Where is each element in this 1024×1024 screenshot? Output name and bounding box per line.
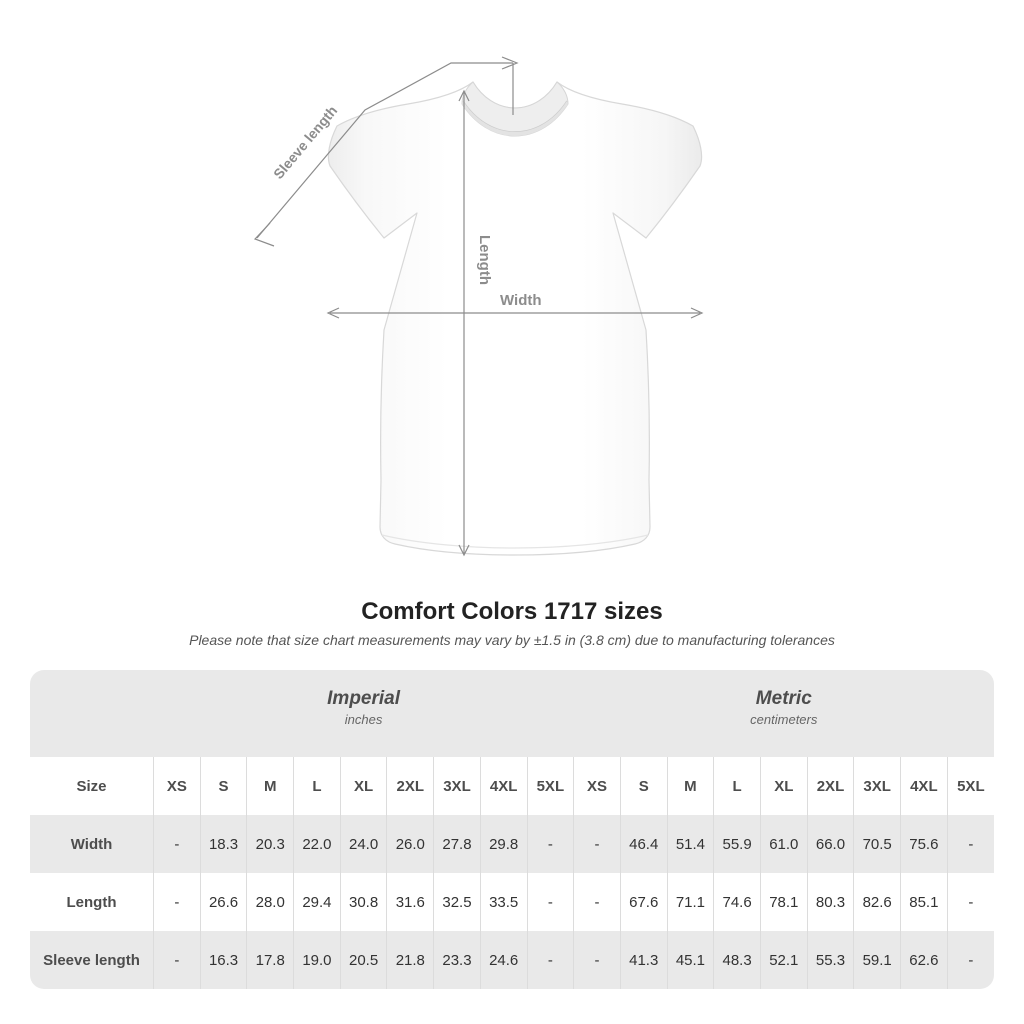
svg-text:Width: Width: [500, 292, 542, 309]
svg-text:Sleeve length: Sleeve length: [270, 102, 340, 181]
svg-text:Length: Length: [476, 235, 493, 285]
